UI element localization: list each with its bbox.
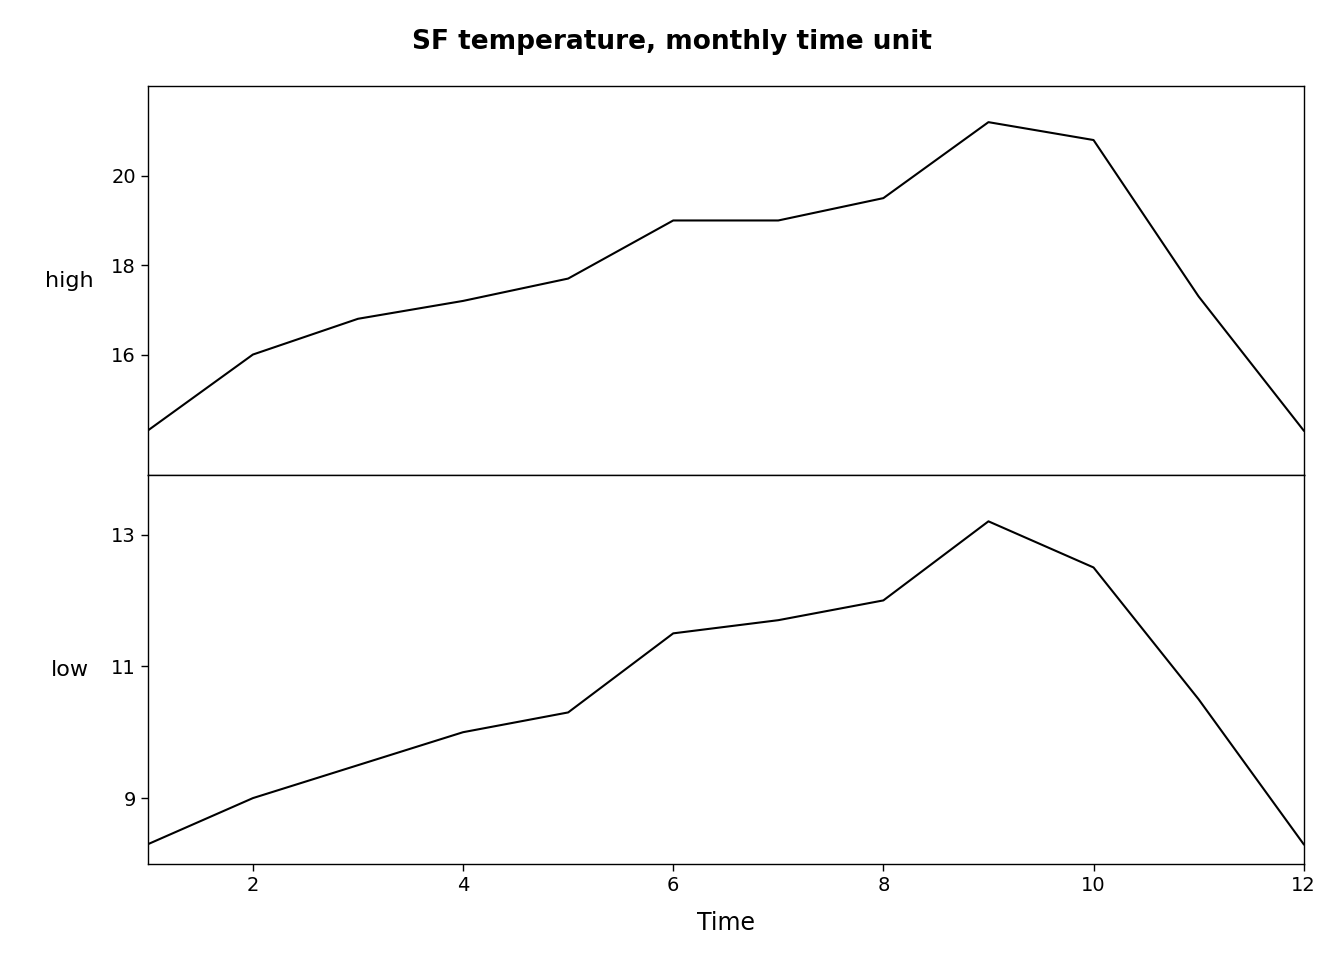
- X-axis label: Time: Time: [696, 911, 755, 935]
- Y-axis label: high: high: [46, 271, 94, 291]
- Text: SF temperature, monthly time unit: SF temperature, monthly time unit: [413, 29, 931, 55]
- Y-axis label: low: low: [51, 660, 89, 680]
